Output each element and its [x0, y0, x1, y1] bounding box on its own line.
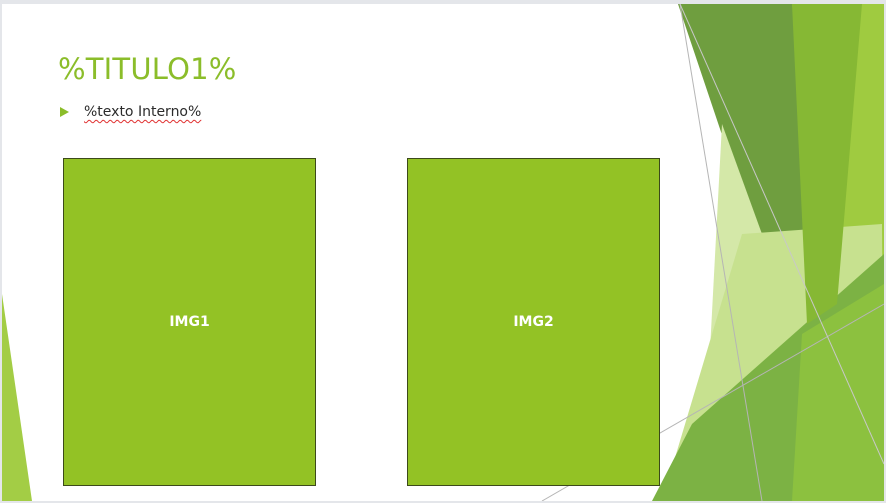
- slide-canvas[interactable]: %TITULO1% %texto Interno% IMG1 IMG2: [2, 4, 884, 501]
- bullet-text[interactable]: %texto Interno%: [84, 104, 202, 120]
- image-placeholder-label: IMG1: [169, 314, 210, 330]
- slide-title[interactable]: %TITULO1%: [58, 52, 237, 86]
- image-placeholder-1[interactable]: IMG1: [63, 158, 316, 486]
- image-placeholder-2[interactable]: IMG2: [407, 158, 660, 486]
- image-placeholder-label: IMG2: [513, 314, 554, 330]
- triangle-bullet-icon: [60, 107, 69, 117]
- bullet-item[interactable]: %texto Interno%: [60, 102, 201, 122]
